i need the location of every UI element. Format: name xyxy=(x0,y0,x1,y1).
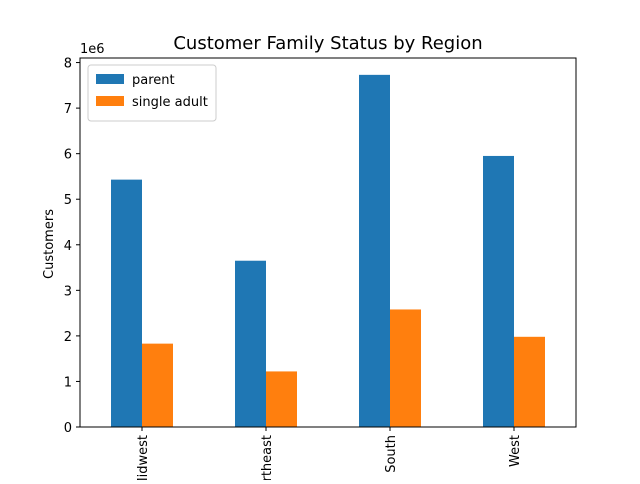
y-tick-label: 2 xyxy=(64,330,72,345)
y-axis-label: Customers xyxy=(42,209,57,279)
y-tick-label: 5 xyxy=(64,193,72,208)
x-tick-label: Midwest xyxy=(136,435,151,480)
y-tick-label: 4 xyxy=(64,239,72,254)
x-tick-label: West xyxy=(508,435,523,467)
legend-swatch-single-adult xyxy=(96,96,124,106)
legend: parent single adult xyxy=(87,64,217,122)
bar-single-adult-midwest xyxy=(142,343,173,427)
y-tick-label: 6 xyxy=(64,148,72,163)
legend-label-parent: parent xyxy=(132,73,175,88)
plot-area: 0 1 2 3 4 5 6 7 8 Midwest Northeast South West xyxy=(64,57,577,484)
bar-single-adult-south xyxy=(390,309,421,427)
y-tick-label: 1 xyxy=(64,375,72,390)
bar-parent-south xyxy=(359,74,390,427)
bar-single-adult-west xyxy=(514,336,545,427)
x-tick-label: South xyxy=(384,435,399,473)
chart-title: Customer Family Status by Region xyxy=(173,33,482,54)
bar-parent-west xyxy=(483,155,514,427)
y-axis-offset-text: 1e6 xyxy=(80,42,105,57)
legend-label-single-adult: single adult xyxy=(132,95,208,110)
y-tick-label: 3 xyxy=(64,284,72,299)
bar-parent-midwest xyxy=(111,179,142,427)
y-tick-label: 7 xyxy=(64,102,72,117)
y-tick-label: 0 xyxy=(64,421,72,436)
plot-frame xyxy=(79,57,577,428)
bar-parent-northeast xyxy=(235,260,266,427)
x-tick-label: Northeast xyxy=(260,435,275,480)
legend-swatch-parent xyxy=(96,74,124,84)
bar-single-adult-northeast xyxy=(266,371,297,427)
y-tick-label: 8 xyxy=(64,57,72,72)
